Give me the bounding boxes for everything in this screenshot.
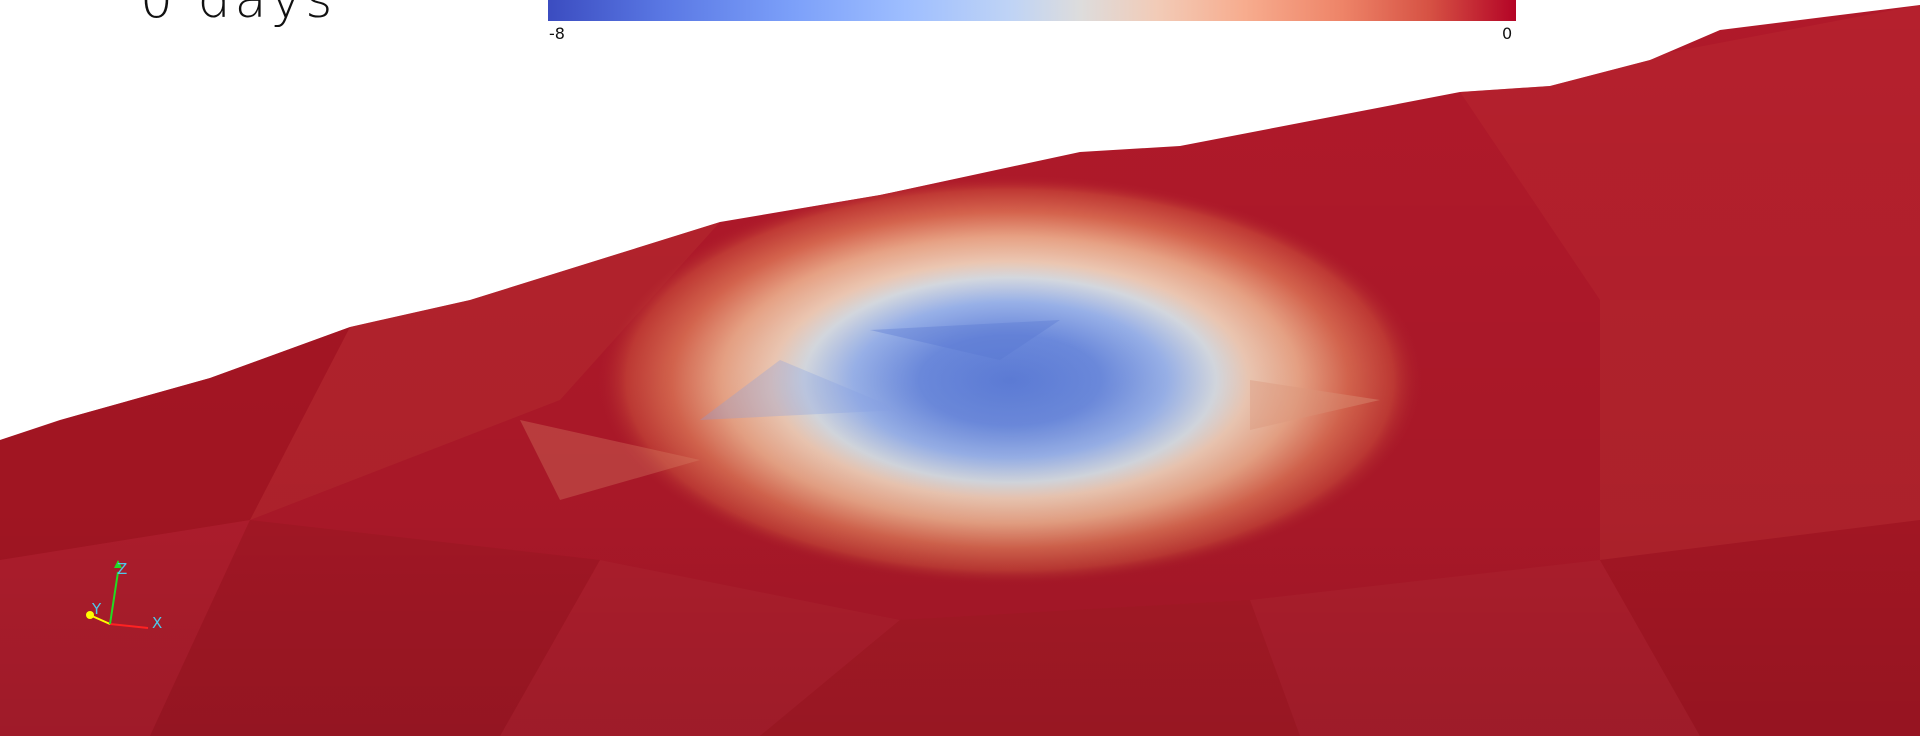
colorbar-min-label: -8 xyxy=(549,24,565,43)
x-axis-label: X xyxy=(152,614,163,632)
x-axis-line xyxy=(109,623,149,629)
orientation-axes-widget xyxy=(86,560,149,629)
time-annotation: 0 days xyxy=(140,0,337,30)
scalar-colorbar[interactable] xyxy=(548,0,1516,21)
z-axis-cone xyxy=(114,560,122,568)
y-axis-label: Y xyxy=(92,600,102,618)
z-axis-line xyxy=(109,571,119,625)
y-axis-line xyxy=(91,615,111,625)
colorbar-max-label: 0 xyxy=(1502,24,1513,43)
y-axis-cone xyxy=(86,611,94,619)
z-axis-label: Z xyxy=(117,560,128,578)
